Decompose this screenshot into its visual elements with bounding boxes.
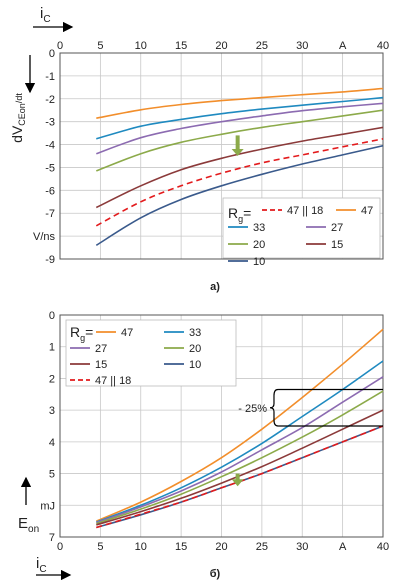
y-tick-label: 4 (49, 437, 55, 449)
x-tick-label: 40 (377, 40, 389, 52)
y-tick-label: V/ns (33, 231, 56, 243)
chart-a-legend-box (222, 197, 381, 259)
y-tick-label: -1 (45, 71, 55, 83)
legend-label: 20 (253, 239, 265, 251)
x-tick-label: 20 (215, 40, 227, 52)
legend-label: 15 (331, 239, 343, 251)
y-tick-label: -2 (45, 94, 55, 106)
arrow-head (231, 149, 244, 156)
x-tick-label: 25 (256, 541, 268, 553)
svg-text:dVCEon/dt: dVCEon/dt (9, 93, 27, 143)
series-line-27 (96, 376, 384, 524)
x-tick-label: 40 (377, 541, 389, 553)
x-tick-label: 30 (296, 541, 308, 553)
chart-b-legend-box (65, 319, 237, 387)
x-tick-label: 20 (215, 541, 227, 553)
chart-a-x-ticks: 0 5 10 15 20 25 30 A 40 (57, 40, 389, 52)
x-tick-label: 5 (97, 541, 103, 553)
chart-a-x-axis-label: iC (40, 5, 51, 25)
y-tick-label: 7 (49, 532, 55, 544)
chart-b-legend-prefix: Rg= (70, 324, 93, 343)
legend-label: 20 (189, 343, 201, 355)
series-line-15 (95, 126, 384, 209)
y-tick-label: 2 (49, 373, 55, 385)
chart-a: 0 5 10 15 20 25 30 A 40 0 -1 -2 -3 -4 -5 -6 -7 V/ns -9 iC… (9, 5, 389, 293)
y-tick-label: 0 (49, 48, 55, 60)
chart-a-arrow (231, 135, 244, 156)
legend-label: 47 || 18 (95, 375, 131, 387)
x-tick-label: A (339, 40, 347, 52)
chart-a-series (95, 87, 384, 246)
legend-label: 33 (253, 222, 265, 234)
series-line-47 (95, 328, 384, 522)
chart-b-arrow (231, 473, 244, 487)
chart-b: 0 5 10 15 20 25 30 A 40 0 1 2 3 4 5 mJ 7 - 25% Eon iC R… (18, 310, 389, 581)
x-tick-label: 15 (175, 541, 187, 553)
legend-label: 33 (189, 327, 201, 339)
chart-b-reduction-label: - 25% (238, 403, 267, 415)
y-tick-label: -7 (45, 208, 55, 220)
series-line-33 (96, 96, 384, 140)
legend-label: 27 (331, 222, 343, 234)
y-tick-label: -9 (45, 254, 55, 266)
x-tick-label: 15 (175, 40, 187, 52)
chart-b-y-ticks: 0 1 2 3 4 5 mJ 7 (40, 310, 55, 544)
y-tick-label: -6 (45, 185, 55, 197)
chart-a-legend-prefix: Rg= (228, 205, 251, 224)
arrow-head (231, 479, 244, 487)
legend-label: 47 (361, 205, 373, 217)
chart-a-plot-area (59, 52, 384, 260)
series-line-47 (96, 87, 384, 119)
y-tick-label: 5 (49, 469, 55, 481)
y-tick-label: 3 (49, 405, 55, 417)
y-tick-label: 0 (49, 310, 55, 322)
legend-label: 47 (121, 327, 133, 339)
series-line-33 (96, 360, 384, 523)
series-line-20 (96, 390, 384, 525)
chart-b-legend: Rg= 47 33 27 20 15 10 47 || 18 (65, 319, 237, 387)
legend-label: 10 (253, 256, 265, 268)
chart-b-x-ticks: 0 5 10 15 20 25 30 A 40 (57, 541, 389, 553)
chart-a-y-axis-label: dVCEon/dt (9, 93, 27, 143)
x-tick-label: A (339, 541, 347, 553)
chart-b-panel-label: б) (210, 568, 221, 580)
annotation-brace (269, 388, 279, 427)
x-tick-label: 10 (135, 40, 147, 52)
x-tick-label: 10 (135, 541, 147, 553)
series-line-15 (96, 409, 384, 526)
chart-a-y-ticks: 0 -1 -2 -3 -4 -5 -6 -7 V/ns -9 (33, 48, 56, 266)
x-tick-label: 25 (256, 40, 268, 52)
legend-label: 27 (95, 343, 107, 355)
x-tick-label: 0 (57, 541, 63, 553)
y-tick-label: mJ (40, 500, 55, 512)
y-tick-label: -3 (45, 117, 55, 129)
x-tick-label: 0 (57, 40, 63, 52)
legend-label: 15 (95, 359, 107, 371)
series-line-47-18 (95, 138, 384, 227)
x-tick-label: 30 (296, 40, 308, 52)
y-tick-label: -5 (45, 162, 55, 174)
y-tick-label: 1 (49, 342, 55, 354)
chart-a-panel-label: a) (210, 281, 220, 293)
series-line-20 (96, 109, 384, 172)
chart-b-x-axis-label: iC (36, 555, 47, 575)
chart-b-reduction-annotation: - 25% (238, 388, 383, 427)
y-tick-label: -4 (45, 140, 55, 152)
x-tick-label: 5 (97, 40, 103, 52)
chart-b-y-axis-label: Eon (18, 515, 39, 535)
legend-label: 47 || 18 (287, 205, 323, 217)
series-line-10 (95, 144, 384, 246)
legend-label: 10 (189, 359, 201, 371)
series-line-27 (96, 102, 384, 155)
chart-a-legend: Rg= 47 || 18 47 33 27 20 15 10 (222, 197, 381, 268)
